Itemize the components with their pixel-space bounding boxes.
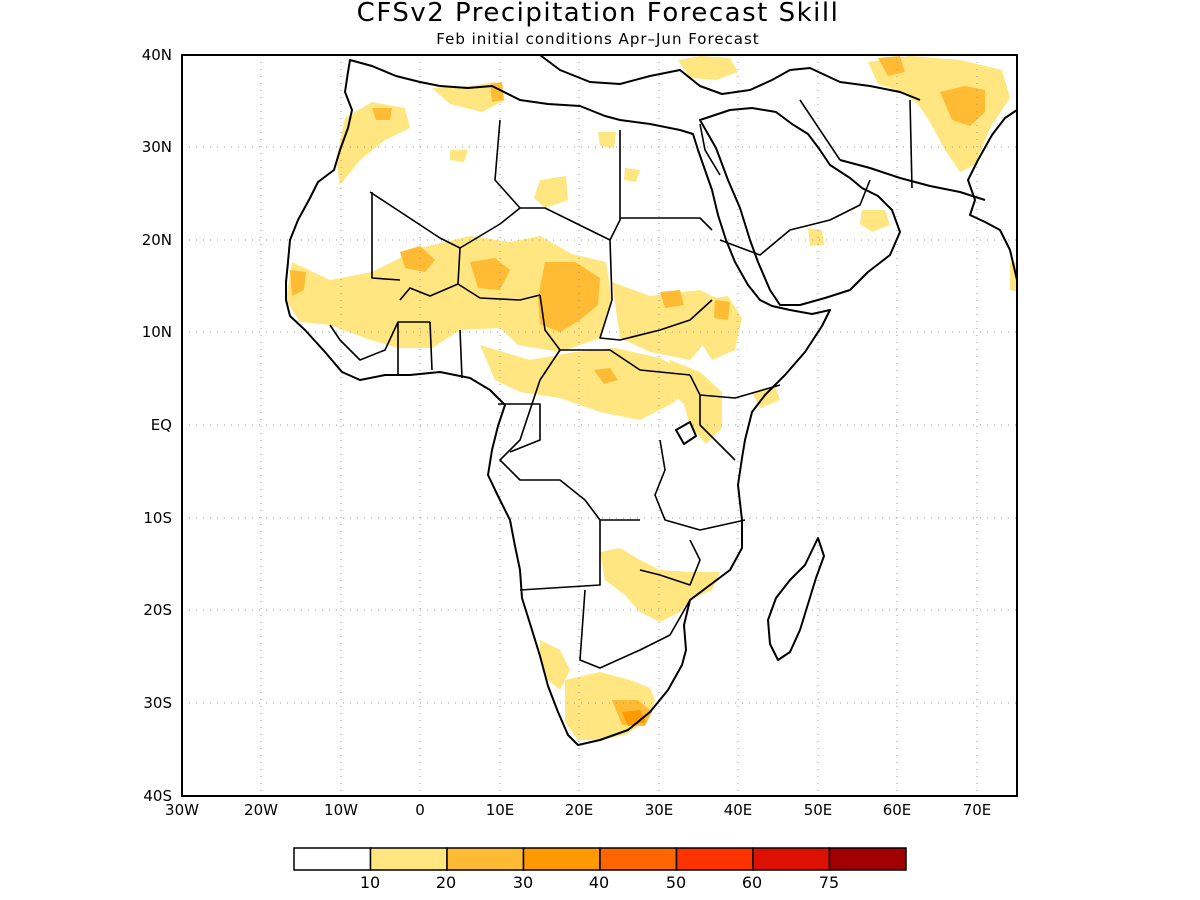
colorbar-swatch [369,847,448,871]
india-coastline [967,109,1018,281]
x-axis-ticks: 30W 20W 10W 0 10E 20E 30E 40E 50E 60E 70… [165,801,991,819]
y-tick-label: 40N [142,46,172,64]
x-tick-label: 70E [963,801,992,819]
skill-shading [286,56,1018,740]
colorbar-label: 60 [742,873,762,892]
x-tick-label: 20E [565,801,594,819]
lake-victoria [675,421,697,445]
colorbar-swatches [293,847,907,871]
map-frame [181,54,1018,797]
coastlines [285,54,1018,746]
colorbar-label: 40 [589,873,609,892]
y-axis-ticks: 40N 30N 20N 10N EQ 10S 20S 30S 40S [142,46,172,805]
map-panel [181,54,1018,797]
y-tick-label: 10N [142,323,172,341]
colorbar-label: 20 [436,873,456,892]
colorbar-swatch [446,847,525,871]
x-tick-label: 30W [165,801,199,819]
figure-title: CFSv2 Precipitation Forecast Skill [357,0,840,28]
x-tick-label: 40E [724,801,753,819]
x-tick-label: 30E [645,801,674,819]
x-tick-label: 20W [244,801,278,819]
colorbar-label: 50 [666,873,686,892]
colorbar-swatch [522,847,601,871]
x-tick-label: 60E [883,801,912,819]
colorbar-label: 10 [360,873,380,892]
colorbar-labels: 10 20 30 40 50 60 75 [360,873,839,892]
arabian-peninsula-coastline [699,107,901,306]
x-tick-label: 50E [804,801,833,819]
y-tick-label: 30N [142,138,172,156]
x-tick-label: 10W [324,801,358,819]
colorbar-label: 75 [819,873,839,892]
y-tick-label: 40S [143,787,172,805]
mediterranean-north-coastline [539,54,921,101]
colorbar-swatch [828,847,907,871]
colorbar-label: 30 [513,873,533,892]
colorbar: 10 20 30 40 50 60 75 [293,847,907,892]
country-borders [329,99,913,669]
y-tick-label: 30S [143,694,172,712]
figure-subtitle: Feb initial conditions Apr–Jun Forecast [436,30,759,48]
y-tick-label: EQ [151,416,172,434]
colorbar-swatch [599,847,678,871]
y-tick-label: 10S [143,509,172,527]
iran-coastline [839,159,986,201]
colorbar-swatch [752,847,831,871]
y-tick-label: 20N [142,231,172,249]
africa-coastline [285,59,831,746]
y-tick-label: 20S [143,601,172,619]
madagascar-coastline [767,537,825,661]
colorbar-swatch [293,847,372,871]
x-tick-label: 10E [486,801,515,819]
colorbar-swatch [675,847,754,871]
x-tick-label: 0 [415,801,425,819]
